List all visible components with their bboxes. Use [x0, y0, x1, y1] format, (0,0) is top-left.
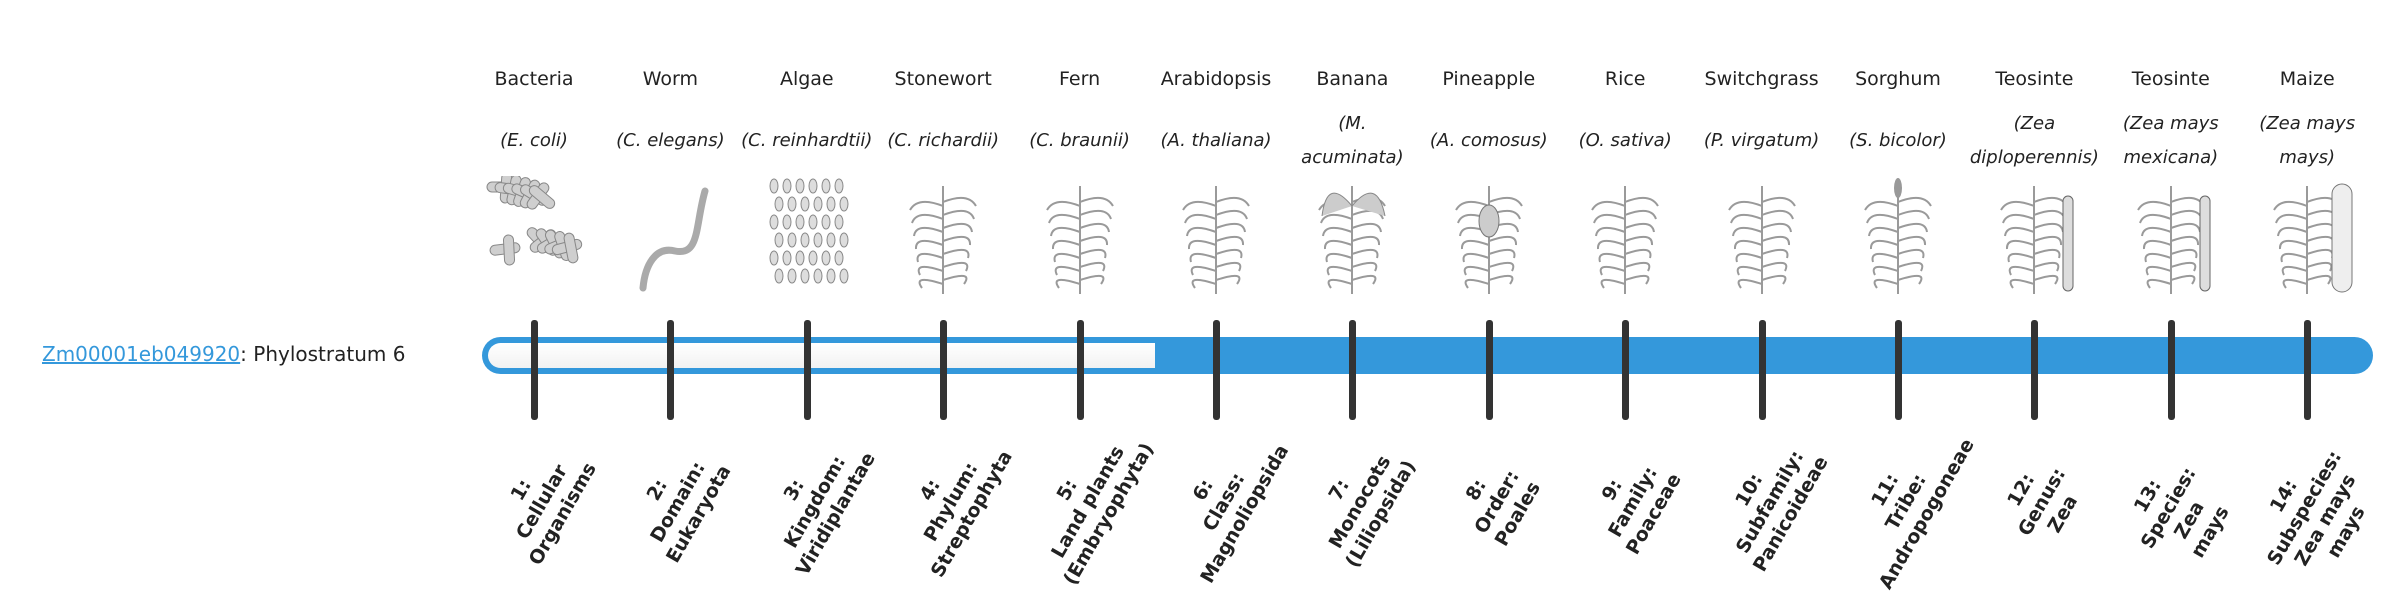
organism-species-name: (P. virgatum) [1694, 106, 1830, 176]
species-text: (A. thaliana) [1160, 130, 1272, 151]
stratum-label: 12: Genus: Zea [1969, 410, 2116, 593]
organism-common-name: Worm [642, 68, 699, 90]
stratum-tick [1485, 320, 1493, 420]
switchgrass-illustration [1694, 176, 1830, 298]
stratum-label: 3: Kingdom: Viridiplantae [741, 410, 888, 593]
organism-species-name: (C. braunii) [1012, 106, 1148, 176]
stratum-label: 14: Subspecies: Zea mays mays [2231, 416, 2399, 611]
phylostratum-text: Phylostratum 6 [246, 342, 406, 366]
organism-species-name: (Zea mays mays) [2239, 106, 2375, 176]
organism-common-name: Arabidopsis [1160, 68, 1272, 90]
gene-id-link[interactable]: Zm00001eb049920 [42, 342, 241, 366]
species-text: (Zea diploperennis) [1969, 113, 2099, 168]
organism-common-name: Pineapple [1442, 68, 1536, 90]
organism-species-name: (E. coli) [466, 106, 602, 176]
organism-common-name: Fern [1059, 68, 1101, 90]
organism-common-name: Maize [2279, 68, 2335, 90]
species-text: (E. coli) [500, 130, 568, 151]
stratum-tick [2167, 320, 2175, 420]
organism-species-name: (M. acuminata) [1284, 106, 1420, 176]
organism-species-name: (A. thaliana) [1148, 106, 1284, 176]
organism-species-name: (C. reinhardtii) [739, 106, 875, 176]
organism-common-name: Rice [1604, 68, 1646, 90]
stratum-tick [940, 320, 948, 420]
worm-illustration [602, 176, 738, 298]
species-text: (Zea mays mexicana) [2122, 113, 2219, 168]
maize-illustration [2239, 176, 2375, 298]
species-text: (C. richardii) [887, 130, 999, 151]
stratum-tick [2304, 320, 2312, 420]
bar-unfilled-region [488, 343, 1155, 368]
teosinte-illustration [1966, 176, 2102, 298]
organism-species-name: (C. elegans) [602, 106, 738, 176]
phylostratum-bar [482, 337, 2373, 374]
stratum-tick [2031, 320, 2039, 420]
organism-common-name: Stonewort [894, 68, 992, 90]
stratum-tick [1622, 320, 1630, 420]
pineapple-illustration [1421, 176, 1557, 298]
species-text: (C. braunii) [1029, 130, 1130, 151]
organism-common-name: Bacteria [494, 68, 574, 90]
stratum-label: 5: Land plants (Embryophyta) [1014, 410, 1161, 593]
organism-species-name: (Zea diploperennis) [1966, 106, 2102, 176]
organism-common-name: Algae [779, 68, 834, 90]
stratum-label: 13: Species: Zea mays [2095, 416, 2263, 611]
species-text: (S. bicolor) [1849, 130, 1947, 151]
rice-illustration [1557, 176, 1693, 298]
stratum-label: 9: Family: Poaceae [1560, 410, 1707, 593]
stratum-label: 2: Domain: Eukaryota [605, 410, 752, 593]
organism-species-name: (C. richardii) [875, 106, 1011, 176]
organism-species-name: (A. comosus) [1421, 106, 1557, 176]
bacteria-illustration [466, 172, 602, 298]
gene-label: Zm00001eb049920: Phylostratum 6 [42, 342, 405, 366]
species-text: (Zea mays mays) [2259, 113, 2356, 168]
species-text: (M. acuminata) [1301, 113, 1404, 168]
stratum-tick [1895, 320, 1902, 420]
species-text: (C. elegans) [616, 130, 725, 151]
organism-common-name: Teosinte [1995, 68, 2074, 90]
stratum-tick [1758, 320, 1766, 420]
stratum-tick [1213, 320, 1220, 420]
organism-species-name: (O. sativa) [1557, 106, 1693, 176]
organism-common-name: Banana [1316, 68, 1389, 90]
organism-common-name: Teosinte [2131, 68, 2210, 90]
species-text: (C. reinhardtii) [741, 130, 873, 151]
gene-separator: : [240, 342, 247, 366]
stratum-label: 7: Monocots (Liliopsida) [1287, 410, 1434, 593]
species-text: (O. sativa) [1578, 130, 1672, 151]
stratum-label: 10: Subfamily: Panicoideae [1696, 410, 1843, 593]
arabidopsis-illustration [1148, 176, 1284, 298]
species-text: (P. virgatum) [1703, 130, 1820, 151]
stratum-label: 8: Order: Poales [1423, 410, 1570, 593]
organism-common-name: Sorghum [1855, 68, 1941, 90]
stratum-tick [531, 320, 538, 420]
stratum-label: 6: Class: Magnoliopsida [1150, 410, 1297, 593]
stratum-tick [803, 320, 811, 420]
stratum-label: 1: Cellular Organisms [468, 410, 615, 593]
algae-illustration [739, 176, 875, 298]
organism-common-name: Switchgrass [1704, 68, 1819, 90]
stratum-tick [1076, 320, 1084, 420]
stonewort-illustration [875, 176, 1011, 298]
banana-illustration [1284, 176, 1420, 298]
sorghum-illustration [1830, 176, 1966, 298]
organism-species-name: (S. bicolor) [1830, 106, 1966, 176]
species-text: (A. comosus) [1429, 130, 1548, 151]
stratum-tick [667, 320, 675, 420]
stratum-label: 4: Phylum: Streptophyta [878, 410, 1025, 593]
fern-illustration [1012, 176, 1148, 298]
teosinte-illustration [2103, 176, 2239, 298]
organism-species-name: (Zea mays mexicana) [2103, 106, 2239, 176]
stratum-label: 11: Tribe: Andropogoneae [1832, 410, 1979, 593]
stratum-tick [1349, 320, 1357, 420]
